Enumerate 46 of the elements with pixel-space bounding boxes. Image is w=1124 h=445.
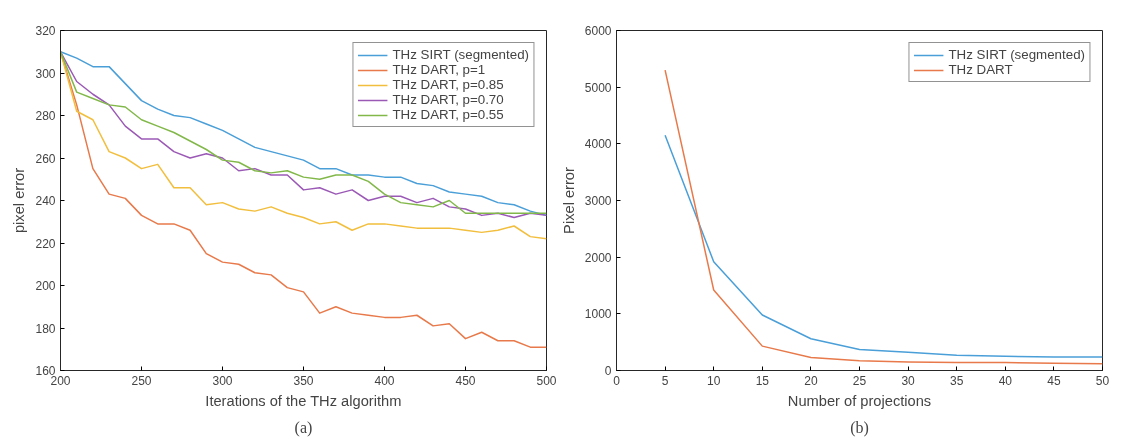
x-tick-label: 300 <box>212 373 233 388</box>
x-tick-label: 5 <box>661 373 669 388</box>
y-tick-label: 260 <box>35 151 56 166</box>
legend-label: THz SIRT (segmented) <box>392 47 529 62</box>
y-tick-label: 320 <box>35 24 56 38</box>
y-tick-label: 160 <box>35 364 56 378</box>
x-tick-label: 400 <box>374 373 395 388</box>
text: (a) <box>294 418 313 437</box>
x-axis-title: Iterations of the THz algorithm <box>205 392 402 409</box>
x-tick-label: 350 <box>293 373 314 388</box>
legend-label: THz DART, p=1 <box>392 62 486 77</box>
x-tick-label: 30 <box>901 373 916 388</box>
x-tick-label: 35 <box>950 373 964 388</box>
x-tick-label: 50 <box>1095 373 1110 388</box>
y-axis-title: pixel error <box>11 167 28 234</box>
y-tick-label: 220 <box>35 236 56 251</box>
text: (b) <box>850 418 869 437</box>
legend-label: THz DART, p=0.70 <box>392 92 504 107</box>
x-tick-label: 40 <box>998 373 1013 388</box>
y-axis-title: Pixel error <box>560 166 577 234</box>
x-tick-label: 250 <box>131 373 152 388</box>
x-tick-label: 15 <box>755 373 770 388</box>
y-tick-label: 240 <box>35 194 56 208</box>
y-tick-label: 4000 <box>584 137 612 152</box>
y-tick-label: 280 <box>35 109 56 123</box>
x-axis-title: Number of projections <box>787 392 932 409</box>
x-tick-label: 45 <box>1047 373 1061 388</box>
y-tick-label: 200 <box>35 279 56 293</box>
y-tick-label: 6000 <box>584 24 612 38</box>
y-tick-label: 3000 <box>584 194 612 208</box>
y-tick-label: 5000 <box>584 80 612 95</box>
line-series <box>664 134 1103 358</box>
y-tick-label: 2000 <box>584 250 612 265</box>
legend-label: THz DART, p=0.85 <box>392 77 504 92</box>
y-tick-label: 300 <box>35 66 56 81</box>
x-tick-label: 450 <box>455 373 476 388</box>
y-tick-label: 1000 <box>584 307 612 322</box>
legend-label: THz DART, p=0.55 <box>392 107 504 122</box>
y-tick-label: 180 <box>35 321 56 336</box>
legend-label: THz DART <box>948 62 1013 77</box>
y-tick-label: 0 <box>604 364 612 378</box>
x-tick-label: 25 <box>852 373 867 388</box>
legend-label: THz SIRT (segmented) <box>948 47 1085 62</box>
x-tick-label: 500 <box>536 373 557 388</box>
x-tick-label: 10 <box>707 373 721 388</box>
x-tick-label: 20 <box>804 373 818 388</box>
